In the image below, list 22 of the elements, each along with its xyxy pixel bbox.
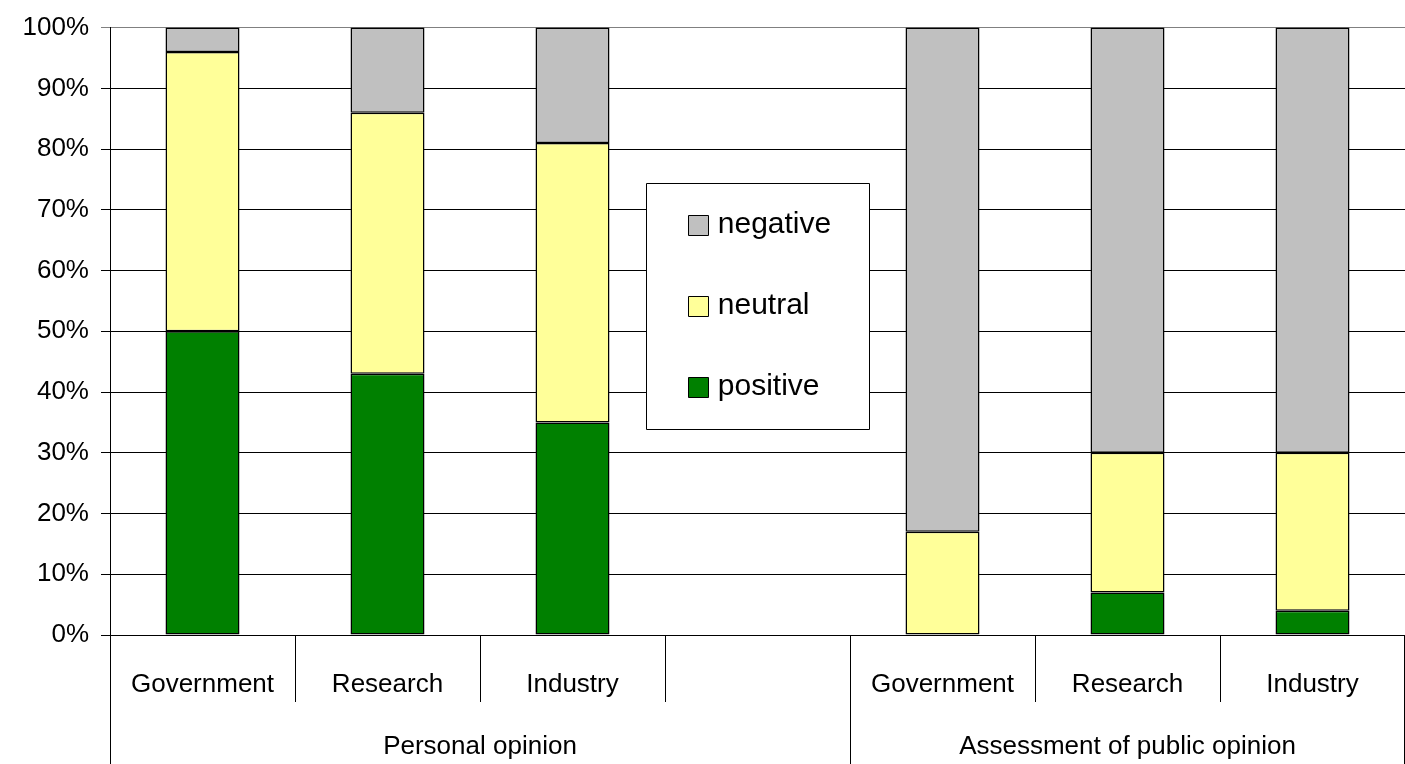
text: Personal opinion (383, 730, 577, 761)
x-tick-label: Research (1071, 667, 1184, 698)
y-tick-label: 70% (36, 192, 89, 223)
y-tick-label: 30% (36, 435, 89, 466)
y-tick-label: 0% (51, 618, 89, 649)
y-tick-label: 90% (36, 71, 89, 102)
y-tick-label: 40% (36, 375, 89, 406)
y-tick-label: 60% (36, 253, 89, 284)
legend-label: neutral (717, 287, 810, 321)
x-tick-label: Industry (1266, 667, 1359, 698)
legend-label: positive (717, 368, 820, 402)
y-tick-label: 10% (36, 557, 89, 588)
legend-label: negative (717, 206, 832, 240)
x-tick-label: Government (870, 667, 1015, 698)
y-tick-label: 20% (36, 496, 89, 527)
x-tick-label: Industry (526, 667, 619, 698)
x-tick-label: Research (331, 667, 444, 698)
y-tick-label: 50% (36, 314, 89, 345)
text: Assessment of public opinion (959, 730, 1296, 761)
y-tick-label: 80% (36, 132, 89, 163)
x-tick-label: Government (130, 667, 275, 698)
y-tick-label: 100% (22, 10, 89, 41)
